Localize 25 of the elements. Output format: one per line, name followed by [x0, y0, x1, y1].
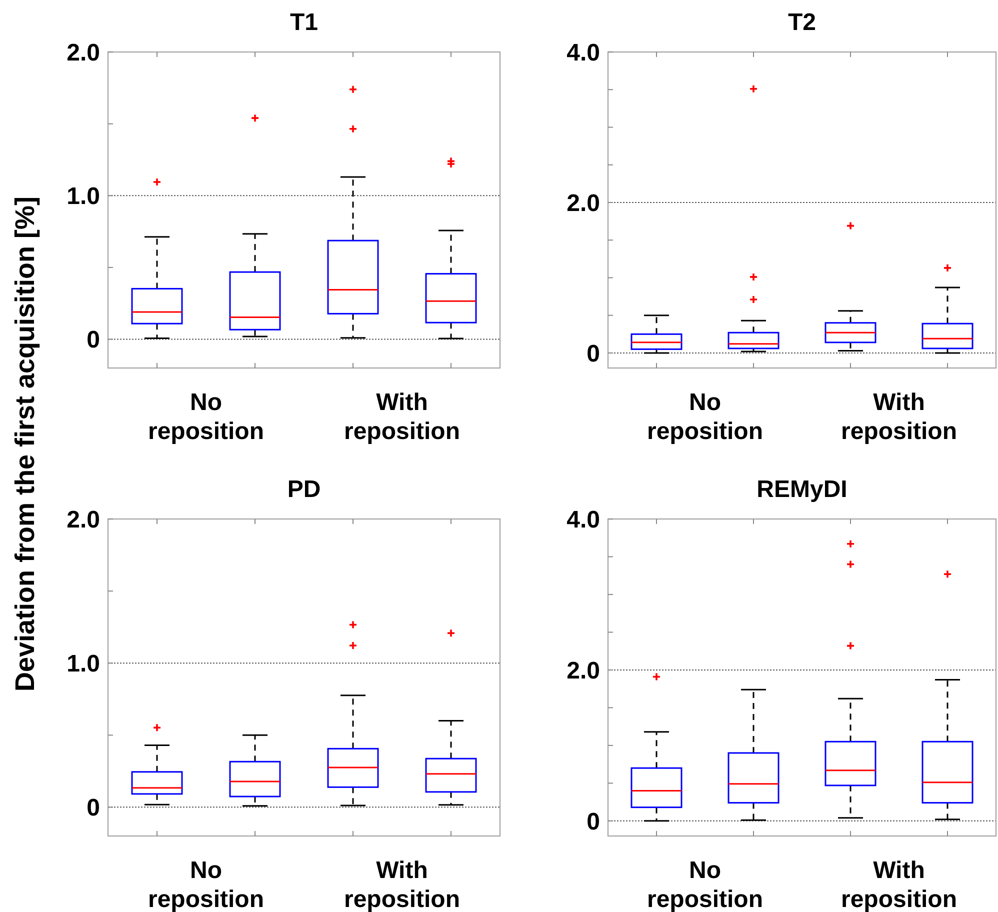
- chart-title: REMyDI: [756, 476, 848, 503]
- y-tick-label: 0: [586, 808, 600, 836]
- y-tick-label: 2.0: [66, 39, 100, 66]
- y-tick-label: 0: [86, 794, 100, 822]
- text: No reposition: [148, 389, 264, 445]
- y-tick-label: 2.0: [566, 190, 600, 217]
- y-tick-label: 0: [86, 326, 100, 354]
- chart-title: T1: [290, 9, 318, 36]
- y-tick-label: 4.0: [566, 39, 600, 66]
- text: With reposition: [344, 389, 460, 445]
- text: No reposition: [646, 857, 764, 912]
- text: With reposition: [344, 857, 460, 912]
- text: No reposition: [646, 389, 764, 445]
- y-tick-label: 1.0: [66, 650, 100, 678]
- y-axis-title: Deviation from the first acquisition [%]: [10, 196, 40, 692]
- chart-title: T2: [788, 9, 816, 36]
- y-tick-label: 2.0: [566, 657, 600, 684]
- y-tick-label: 2.0: [66, 506, 100, 534]
- text: With reposition: [840, 857, 958, 912]
- y-tick-label: 1.0: [66, 183, 100, 210]
- y-tick-label: 4.0: [566, 506, 600, 534]
- y-tick-label: 0: [586, 340, 600, 368]
- chart-title: PD: [287, 476, 321, 503]
- text: No reposition: [148, 857, 264, 912]
- text: With reposition: [840, 389, 958, 445]
